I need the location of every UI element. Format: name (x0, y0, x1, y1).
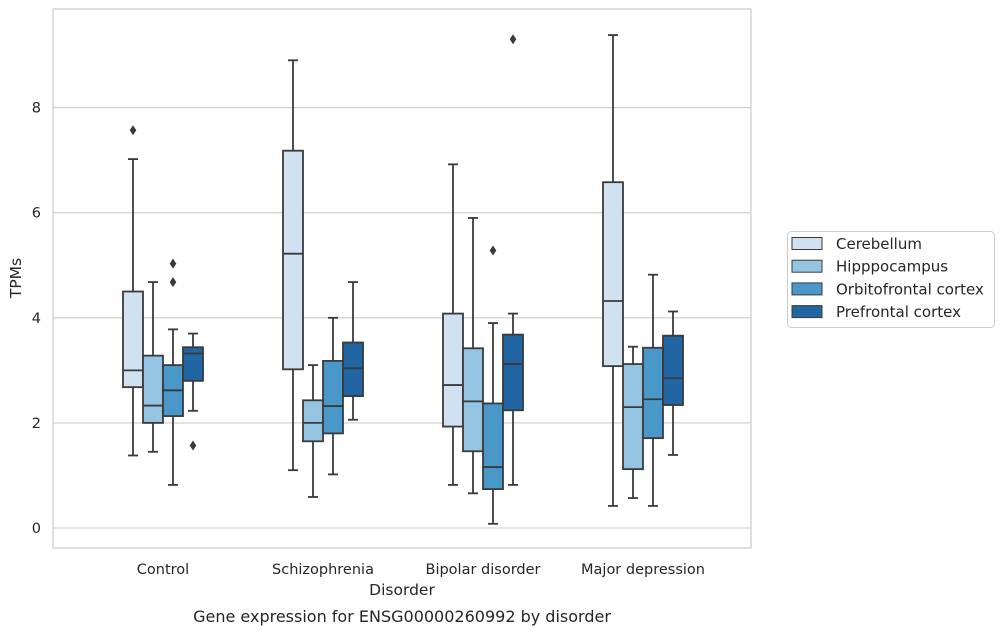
legend-item: Hipppocampus (791, 258, 948, 276)
x-tick-label: Bipolar disorder (426, 562, 541, 578)
box-iqr (502, 333, 524, 412)
legend-swatch (791, 305, 823, 319)
legend-item: Cerebellum (791, 235, 922, 253)
legend-swatch (791, 237, 823, 250)
chart-caption: Gene expression for ENSG00000260992 by d… (193, 607, 611, 626)
legend-label: Hipppocampus (836, 258, 948, 276)
box-orbitofrontal-cortex (642, 273, 664, 507)
plot-frame (52, 8, 752, 549)
box-hipppocampus (142, 281, 164, 453)
x-tick-labels: Control Schizophrenia Bipolar disorder Majo… (137, 562, 705, 578)
y-tick-label: 6 (32, 206, 41, 222)
legend-item: Prefrontal cortex (791, 303, 961, 321)
box-iqr (642, 346, 664, 440)
box-hipppocampus (302, 364, 324, 498)
box-hipppocampus (622, 345, 644, 499)
legend-frame (787, 231, 995, 328)
box-cerebellum (282, 59, 304, 472)
box-iqr (342, 341, 364, 397)
boxes (122, 34, 684, 525)
y-tick-label: 2 (32, 416, 41, 432)
box-iqr (182, 346, 204, 382)
box-prefrontal-cortex (182, 332, 204, 451)
box-cerebellum (122, 125, 144, 457)
box-hipppocampus (462, 217, 484, 495)
outlier-point (509, 34, 517, 45)
grid-lines (53, 107, 751, 529)
y-tick-label: 8 (32, 101, 41, 117)
legend-swatch (791, 259, 823, 273)
y-tick-labels: 0 2 4 6 8 (32, 101, 41, 537)
box-prefrontal-cortex (662, 310, 684, 456)
outlier-point (189, 440, 197, 451)
outlier-point (129, 125, 137, 136)
outlier-point (489, 245, 497, 256)
legend-label: Prefrontal cortex (836, 303, 961, 321)
legend-label: Orbitofrontal cortex (836, 280, 984, 298)
box-orbitofrontal-cortex (322, 316, 344, 476)
outlier-point (169, 277, 177, 288)
box-cerebellum (602, 34, 624, 507)
legend-swatch (791, 282, 823, 296)
box-orbitofrontal-cortex (162, 258, 184, 486)
x-tick-label: Schizophrenia (272, 562, 374, 578)
box-iqr (602, 181, 624, 368)
box-iqr (142, 354, 164, 424)
outlier-point (169, 258, 177, 269)
box-iqr (122, 290, 144, 389)
box-iqr (302, 399, 324, 443)
box-iqr (282, 149, 304, 371)
legend-label: Cerebellum (836, 235, 922, 253)
box-prefrontal-cortex (502, 34, 524, 486)
x-tick-label: Control (137, 562, 189, 578)
box-prefrontal-cortex (342, 281, 364, 421)
x-tick-label: Major depression (581, 562, 705, 578)
box-orbitofrontal-cortex (482, 245, 504, 525)
y-tick-label: 4 (32, 311, 41, 327)
box-iqr (442, 312, 464, 428)
box-iqr (322, 359, 344, 435)
y-axis-label: TPMs (7, 258, 25, 299)
legend: Cerebellum Hipppocampus Orbitofrontal cort… (787, 231, 995, 328)
y-tick-label: 0 (32, 521, 41, 537)
box-iqr (462, 347, 484, 453)
box-iqr (662, 334, 684, 406)
x-axis-label: Disorder (369, 581, 435, 599)
box-iqr (622, 363, 644, 471)
box-iqr (482, 402, 504, 491)
legend-item: Orbitofrontal cortex (791, 280, 984, 298)
